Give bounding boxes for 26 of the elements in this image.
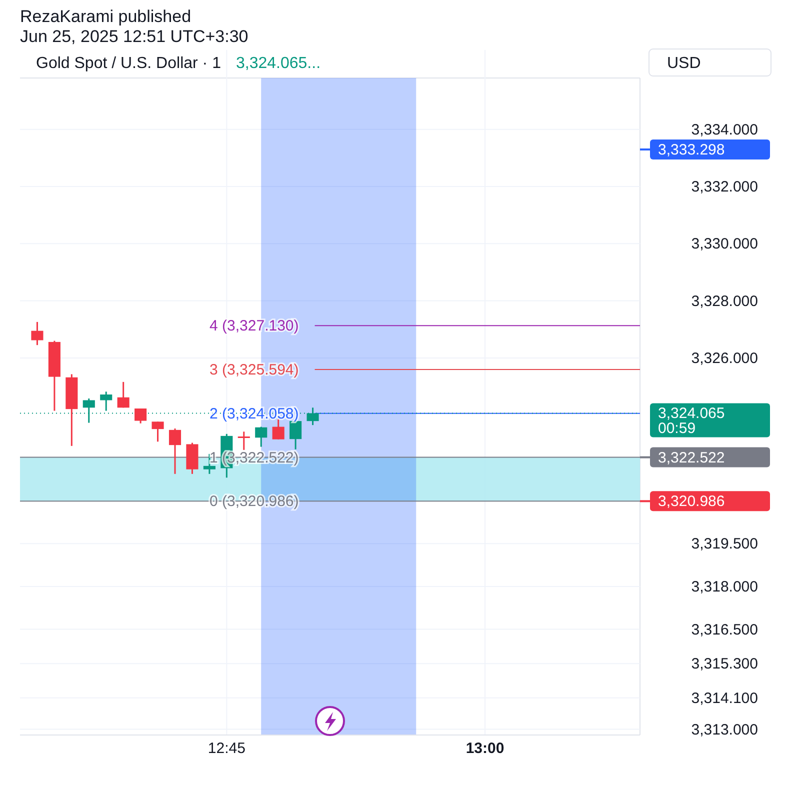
- y-tick-label: 3,319.500: [691, 536, 758, 553]
- ref-line-label: 3 (3,325.594): [210, 362, 299, 379]
- y-tick-label: 3,316.500: [691, 621, 758, 638]
- text: Jun 25, 2025 12:51 UTC+3:30: [20, 27, 248, 46]
- y-tick-label: 3,326.000: [691, 350, 758, 367]
- y-axis-title: USD: [667, 55, 701, 72]
- y-tick-label: 3,328.000: [691, 292, 758, 310]
- y-tick-label: 3,332.000: [691, 178, 758, 196]
- ref-line-label: 3,333.298: [658, 141, 725, 158]
- ref-line-label: 3,322.522: [658, 449, 725, 466]
- x-tick-label: 13:00: [466, 740, 504, 757]
- ref-line-label: 4 (3,327.130): [210, 318, 299, 335]
- y-tick-label: 3,313.000: [691, 721, 758, 738]
- y-tick-label: 3,318.000: [691, 578, 758, 596]
- y-tick-label: 3,315.300: [691, 656, 758, 673]
- x-tick-label: 12:45: [208, 740, 246, 757]
- text: RezaKarami published: [20, 7, 192, 26]
- ref-line-label: 3,324.065: [658, 405, 725, 422]
- text: 3,324.065...: [236, 55, 321, 72]
- ref-line-label: 2 (3,324.058): [210, 405, 299, 422]
- y-tick-label: 3,334.000: [691, 121, 758, 138]
- y-tick-label: 3,330.000: [691, 236, 758, 253]
- text: 00:59: [658, 420, 696, 438]
- ref-line-label: 3,320.986: [658, 493, 725, 510]
- y-tick-label: 3,314.100: [691, 690, 758, 707]
- chart-title: Gold Spot / U.S. Dollar · 1: [36, 55, 222, 72]
